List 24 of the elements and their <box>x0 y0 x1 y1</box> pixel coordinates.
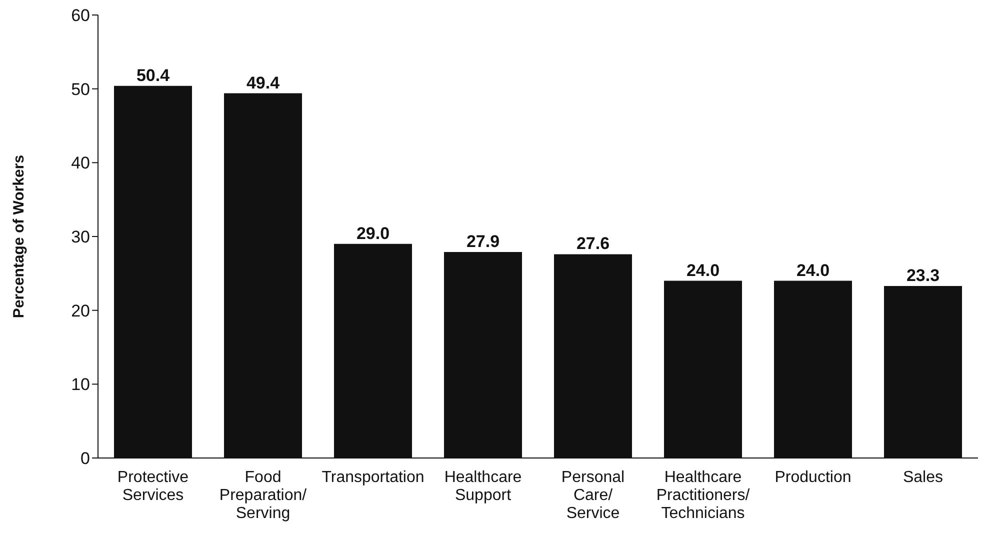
data-label: 50.4 <box>136 66 170 85</box>
x-tick-label: Transportation <box>322 469 424 486</box>
x-tick-label: Healthcare Support <box>444 469 522 504</box>
data-label: 24.0 <box>796 260 830 280</box>
x-tick-label: Protective Services <box>117 469 189 504</box>
y-tick-label: 0 <box>80 449 90 468</box>
data-label: 27.6 <box>576 234 610 254</box>
data-label: 29.0 <box>356 224 390 243</box>
x-tick-label: Production <box>774 469 852 486</box>
y-tick-label: 50 <box>71 80 90 99</box>
y-tick-label: 20 <box>71 301 90 320</box>
data-label: 27.9 <box>466 232 500 252</box>
data-label: 24.0 <box>686 260 720 280</box>
data-label: 23.3 <box>906 266 940 285</box>
x-tick-label: Healthcare Practitioners/Technicians <box>656 469 750 522</box>
y-tick-label: 30 <box>71 228 90 247</box>
y-tick-label: 40 <box>71 154 90 173</box>
data-label: 49.4 <box>246 73 280 92</box>
y-axis-title: Percentage of Workers <box>10 154 28 318</box>
x-tick-label: Food Preparation/Serving <box>219 469 308 522</box>
y-tick-label: 60 <box>71 6 90 26</box>
x-tick-label: Personal Care/Service <box>561 469 625 522</box>
y-tick-label: 10 <box>71 375 90 394</box>
x-tick-label: Sales <box>902 469 944 486</box>
